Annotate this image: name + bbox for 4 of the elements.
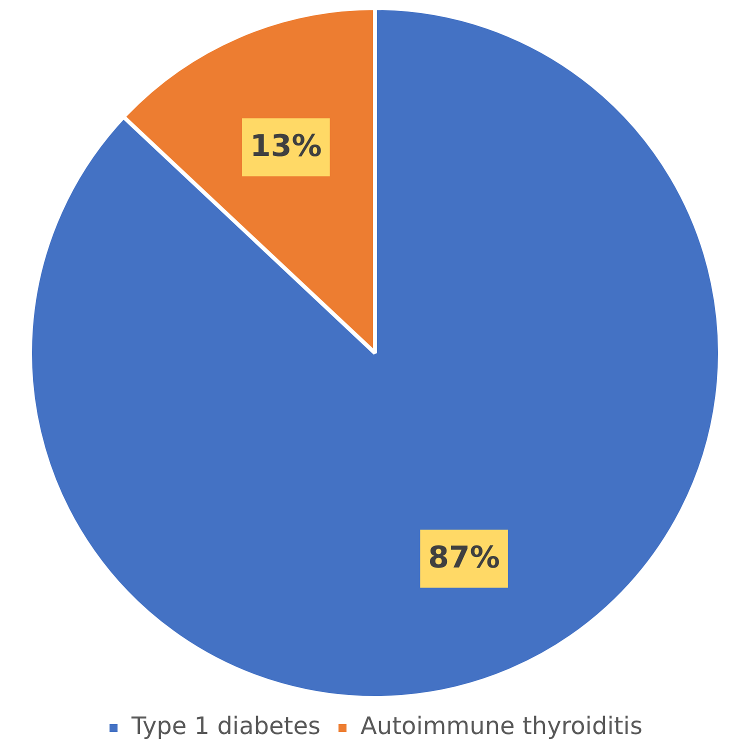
- legend-label: Type 1 diabetes: [130, 712, 320, 740]
- legend-label: Autoimmune thyroiditis: [360, 712, 642, 740]
- data-label: 13%: [250, 128, 322, 164]
- data-label: 87%: [428, 540, 500, 576]
